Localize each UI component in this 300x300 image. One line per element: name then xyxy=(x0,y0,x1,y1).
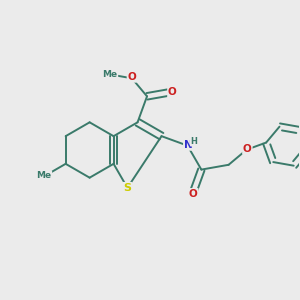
Text: O: O xyxy=(243,144,252,154)
Text: Me: Me xyxy=(36,171,51,180)
Text: H: H xyxy=(190,137,197,146)
Text: Me: Me xyxy=(102,70,118,80)
Text: O: O xyxy=(189,189,198,199)
Text: S: S xyxy=(123,183,131,193)
Text: O: O xyxy=(168,87,177,97)
Text: O: O xyxy=(128,72,136,82)
Text: N: N xyxy=(184,140,193,150)
